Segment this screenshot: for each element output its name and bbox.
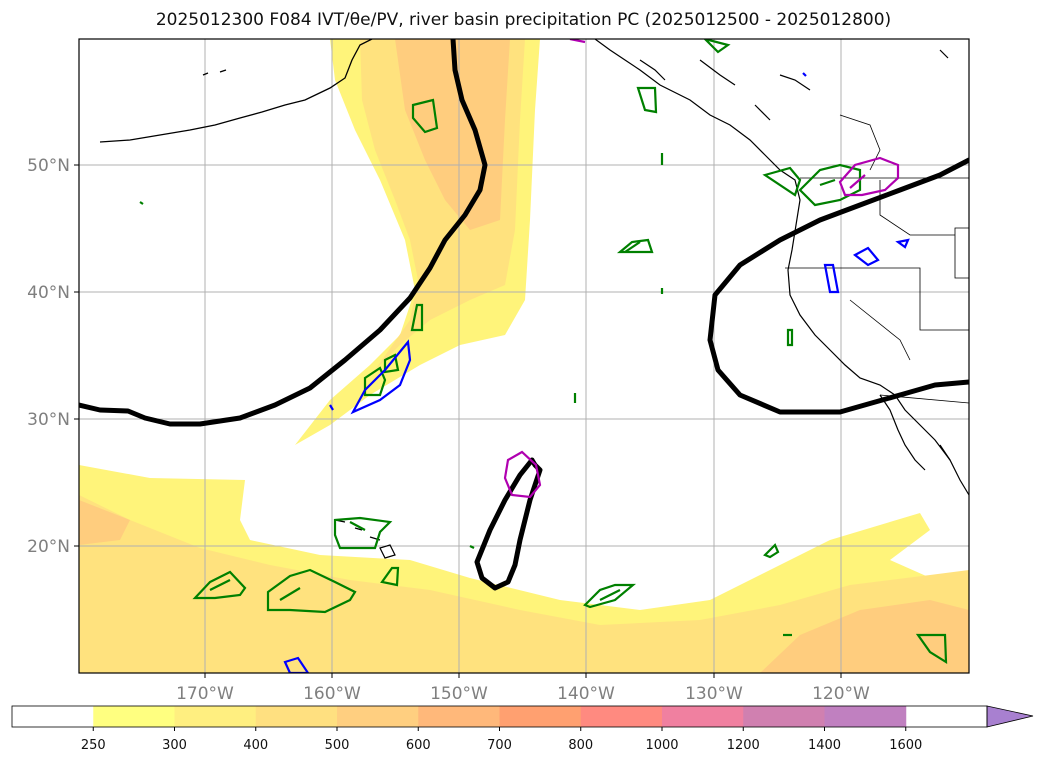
- lon-label-170w: 170°W: [176, 684, 234, 704]
- precip-blue-contours: [283, 72, 910, 673]
- colorbar-segment: [12, 706, 94, 727]
- colorbar-segment: [93, 706, 175, 727]
- colorbar-segment: [418, 706, 500, 727]
- colorbar-segment: [743, 706, 825, 727]
- coastline-north-america: [594, 39, 969, 496]
- lon-label-150w: 150°W: [430, 684, 488, 704]
- colorbar-tick-label: 250: [81, 738, 106, 753]
- colorbar-tick-label: 800: [568, 738, 593, 753]
- lon-label-120w: 120°W: [812, 684, 870, 704]
- colorbar-tick-label: 700: [487, 738, 512, 753]
- lat-labels: 50°N 40°N 30°N 20°N: [27, 156, 70, 557]
- map-title: 2025012300 F084 IVT/θe/PV, river basin p…: [155, 10, 892, 30]
- colorbar-ticks: 250 300 400 500 600 700 800 1000 1200 1400 1600: [81, 727, 922, 753]
- colorbar-segment: [824, 706, 907, 727]
- theta-e-contour: [79, 39, 969, 591]
- colorbar-tick-label: 300: [162, 738, 187, 753]
- ivt-band-high: [79, 500, 130, 545]
- ivt-band-high-east: [760, 600, 969, 673]
- axis-ticks: [74, 164, 842, 678]
- colorbar-tick-label: 600: [406, 738, 431, 753]
- colorbar-tick-label: 1200: [727, 738, 760, 753]
- ivt-band-mid: [79, 495, 969, 673]
- lon-labels: 170°W 160°W 150°W 140°W 130°W 120°W: [176, 684, 870, 704]
- lat-label-20n: 20°N: [27, 537, 70, 557]
- pv-contours: [139, 39, 948, 665]
- colorbar-extend-arrow: [986, 705, 1034, 728]
- map-border: [78, 38, 970, 674]
- colorbar-segments: [12, 706, 907, 727]
- colorbar-tick-label: 500: [325, 738, 350, 753]
- lon-label-160w: 160°W: [303, 684, 361, 704]
- colorbar-segment: [662, 706, 744, 727]
- colorbar: 250 300 400 500 600 700 800 1000 1200 1400 1600: [11, 705, 1034, 753]
- colorbar-tick-label: 1000: [645, 738, 678, 753]
- colorbar-segment: [255, 706, 338, 727]
- lon-label-140w: 140°W: [557, 684, 615, 704]
- lat-label-30n: 30°N: [27, 410, 70, 430]
- colorbar-tick-label: 1600: [889, 738, 922, 753]
- coastline-alaska: [99, 39, 373, 143]
- lon-label-130w: 130°W: [685, 684, 743, 704]
- colorbar-tick-label: 400: [243, 738, 268, 753]
- colorbar-tick-label: 1400: [808, 738, 841, 753]
- lat-label-50n: 50°N: [27, 156, 70, 176]
- colorbar-segment: [580, 706, 663, 727]
- colorbar-segment: [337, 706, 419, 727]
- precip-magenta-contours: [503, 39, 900, 499]
- colorbar-segment: [174, 706, 257, 727]
- lat-label-40n: 40°N: [27, 283, 70, 303]
- colorbar-segment: [499, 706, 582, 727]
